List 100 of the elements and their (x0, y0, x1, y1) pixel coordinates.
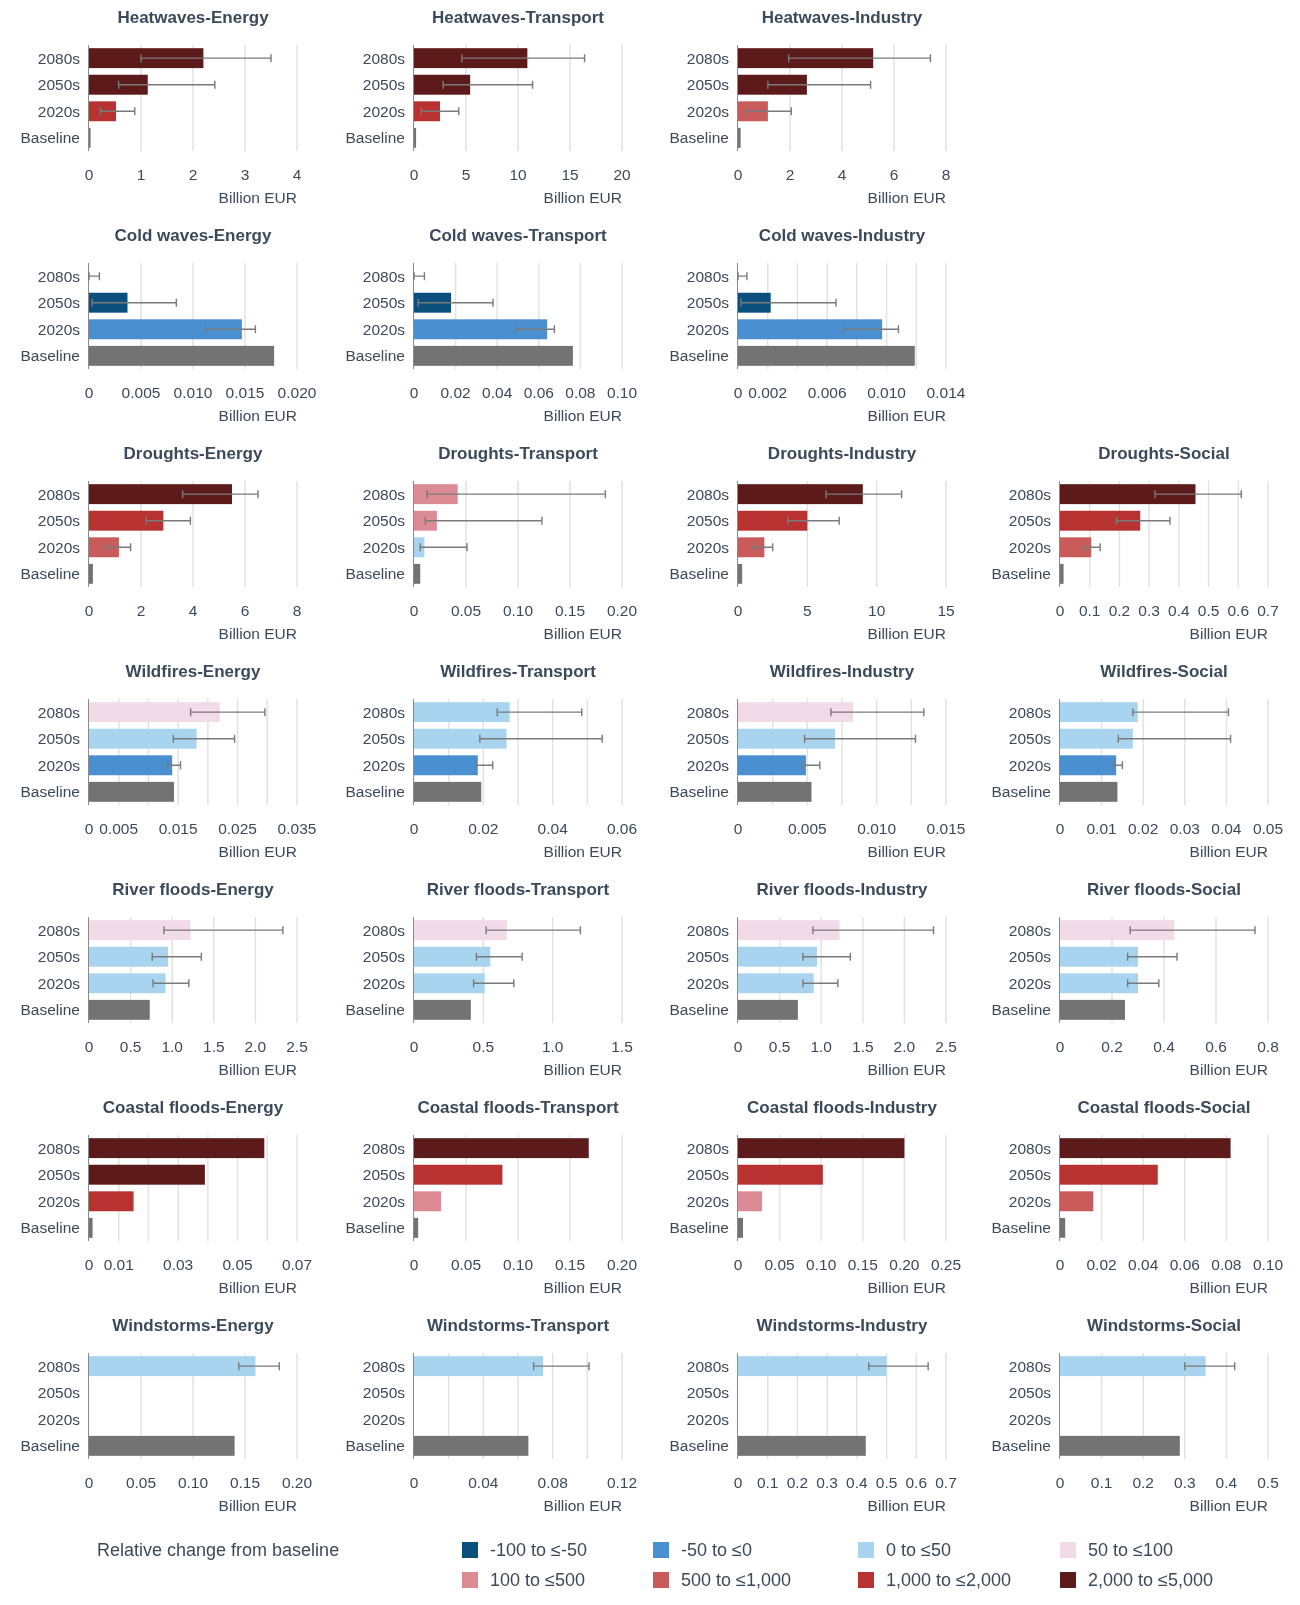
bar (414, 537, 425, 558)
x-tick-label: 0.05 (450, 602, 482, 619)
bar (414, 292, 452, 313)
x-axis-title: Billion EUR (1189, 625, 1268, 642)
bar (414, 1191, 442, 1212)
y-tick-label: 2020s (686, 1192, 730, 1210)
y-tick-label: 2020s (1008, 756, 1052, 774)
bar (1060, 1138, 1231, 1159)
x-axis-title: Billion EUR (218, 407, 297, 424)
x-tick-label: 4 (292, 166, 302, 183)
category-label: 1,000 to ≤2,000 (886, 1570, 1011, 1591)
chart-title: Wildfires-Industry (769, 662, 915, 681)
y-tick-label: 2050s (362, 948, 406, 966)
x-tick-label: 0.25 (930, 1256, 962, 1273)
y-tick-label: Baseline (345, 1219, 405, 1237)
x-tick-label: 0.020 (277, 384, 317, 401)
bar (738, 973, 814, 994)
y-tick-label: 2020s (37, 756, 81, 774)
x-tick-label: 0 (409, 602, 419, 619)
y-tick-label: 2020s (686, 756, 730, 774)
x-tick-label: 6 (240, 602, 250, 619)
bar (89, 755, 173, 776)
x-tick-label: 0.05 (125, 1474, 157, 1491)
x-tick-label: 0.4 (1153, 1038, 1176, 1055)
x-tick-label: 1.0 (810, 1038, 833, 1055)
y-tick-label: 2080s (37, 921, 81, 939)
x-axis-title: Billion EUR (218, 1279, 297, 1296)
chart-title: Cold waves-Industry (758, 226, 926, 245)
chart-title: Droughts-Energy (123, 444, 263, 463)
x-tick-label: 0.20 (606, 602, 638, 619)
y-tick-label: 2080s (1008, 1357, 1052, 1375)
y-tick-label: 2050s (362, 1384, 406, 1402)
x-tick-label: 4 (188, 602, 198, 619)
bar (738, 319, 883, 340)
x-tick-label: 0.005 (121, 384, 161, 401)
y-tick-label: 2050s (362, 512, 406, 530)
x-axis-title: Billion EUR (867, 843, 946, 860)
y-tick-label: Baseline (991, 1437, 1051, 1455)
x-tick-label: 2 (188, 166, 198, 183)
x-tick-label: 0.5 (875, 1474, 898, 1491)
y-tick-label: 2080s (362, 703, 406, 721)
x-tick-label: 0 (733, 1256, 743, 1273)
x-tick-label: 0.010 (857, 820, 897, 837)
y-tick-label: 2080s (1008, 1139, 1052, 1157)
x-tick-label: 0.06 (606, 820, 638, 837)
x-tick-label: 0 (733, 602, 743, 619)
x-tick-label: 0 (733, 166, 743, 183)
bar (414, 1217, 419, 1238)
x-tick-label: 10 (509, 166, 527, 183)
bar (414, 127, 417, 148)
chart-title: Droughts-Transport (438, 444, 599, 463)
y-tick-label: Baseline (669, 347, 729, 365)
y-tick-label: 2020s (362, 538, 406, 556)
x-tick-label: 2.0 (244, 1038, 267, 1055)
y-tick-label: 2020s (362, 974, 406, 992)
bar (89, 510, 164, 531)
x-tick-label: 2.5 (286, 1038, 308, 1055)
bar (89, 946, 169, 967)
bar (738, 48, 874, 69)
x-tick-label: 0.10 (606, 384, 638, 401)
x-tick-label: 0.4 (1215, 1474, 1238, 1491)
y-tick-label: Baseline (669, 129, 729, 147)
y-tick-label: Baseline (20, 347, 80, 365)
x-axis-title: Billion EUR (218, 189, 297, 206)
x-axis-title: Billion EUR (543, 625, 622, 642)
y-tick-label: Baseline (345, 565, 405, 583)
bar (89, 1217, 93, 1238)
bar (738, 292, 771, 313)
x-tick-label: 0.025 (218, 820, 257, 837)
chart-title: Cold waves-Energy (114, 226, 272, 245)
x-tick-label: 0.5 (1257, 1474, 1279, 1491)
x-tick-label: 0.3 (1174, 1474, 1196, 1491)
x-tick-label: 0.4 (846, 1474, 868, 1491)
bar (89, 74, 148, 95)
x-tick-label: 0.08 (565, 384, 596, 401)
x-tick-label: 0.01 (103, 1256, 134, 1273)
x-tick-label: 0.12 (606, 1474, 638, 1491)
y-tick-label: 2080s (362, 267, 406, 285)
category-label: -50 to ≤0 (681, 1540, 752, 1561)
x-tick-label: 0.02 (1128, 820, 1159, 837)
x-tick-label: 0.3 (816, 1474, 838, 1491)
x-tick-label: 0.1 (1078, 602, 1101, 619)
x-axis-title: Billion EUR (867, 189, 946, 206)
bar (89, 728, 197, 749)
x-tick-label: 0 (84, 1256, 94, 1273)
bar (738, 755, 806, 776)
y-tick-label: 2080s (362, 49, 406, 67)
x-tick-label: 1.0 (541, 1038, 564, 1055)
bar (89, 319, 242, 340)
x-tick-label: 0.8 (1257, 1038, 1279, 1055)
y-tick-label: 2020s (37, 320, 81, 338)
y-tick-label: 2080s (1008, 485, 1052, 503)
bar (89, 1164, 205, 1185)
bar (738, 1217, 743, 1238)
y-tick-label: 2080s (686, 1139, 730, 1157)
y-tick-label: 2050s (37, 948, 81, 966)
legend-title: Relative change from baseline (97, 1540, 340, 1561)
x-tick-label: 0.5 (472, 1038, 495, 1055)
x-tick-label: 0.6 (905, 1474, 928, 1491)
x-tick-label: 1.5 (852, 1038, 874, 1055)
